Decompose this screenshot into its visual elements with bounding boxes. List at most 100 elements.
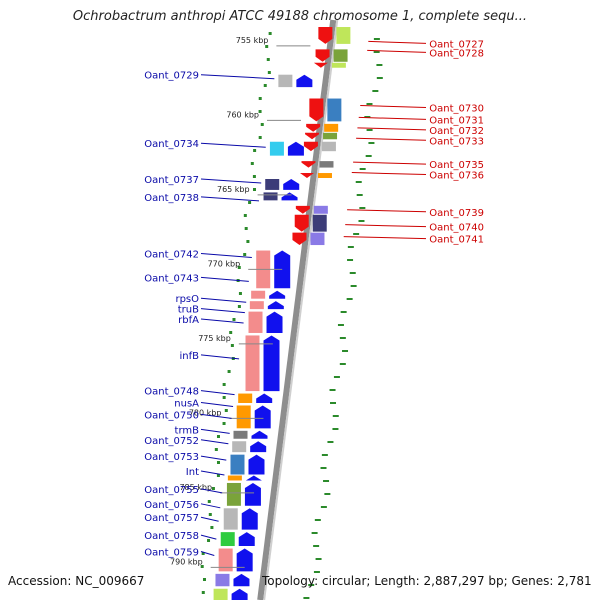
gc-dash bbox=[314, 519, 321, 521]
cds-track-reverse bbox=[231, 74, 313, 600]
scale-tick-label: 775 kbp bbox=[198, 334, 231, 343]
cog-block-forward bbox=[312, 214, 327, 232]
reverse-cds bbox=[231, 588, 248, 600]
gc-dot bbox=[224, 409, 228, 412]
reverse-gene-label: Oant_0734 bbox=[144, 139, 199, 150]
gc-dash bbox=[315, 558, 322, 560]
reverse-gene-label: trmB bbox=[175, 425, 200, 436]
cog-block-reverse bbox=[238, 393, 253, 403]
scale-tick-label: 785 kbp bbox=[179, 483, 212, 492]
gc-dash bbox=[333, 376, 340, 378]
reverse-gene-label: Oant_0729 bbox=[144, 71, 199, 82]
forward-gene-leader bbox=[343, 236, 427, 240]
cog-block-forward bbox=[336, 27, 351, 44]
gc-dot bbox=[237, 305, 241, 308]
reverse-gene-label: rpsO bbox=[175, 294, 199, 305]
gc-dash bbox=[313, 545, 320, 547]
reverse-gene-leader bbox=[200, 142, 266, 148]
reverse-gene-label: Oant_0742 bbox=[144, 250, 199, 261]
cog-block-reverse bbox=[245, 335, 260, 392]
gc-dot bbox=[216, 461, 220, 464]
reverse-gene-leader bbox=[200, 488, 223, 494]
reverse-gene-leader bbox=[200, 516, 219, 522]
map-title: Ochrobactrum anthropi ATCC 49188 chromos… bbox=[72, 9, 528, 24]
cog-block-reverse bbox=[220, 532, 235, 547]
reverse-gene-label: truB bbox=[178, 305, 199, 316]
gc-dash bbox=[308, 584, 315, 586]
gc-dash bbox=[365, 155, 372, 157]
forward-gene-label: Oant_0732 bbox=[429, 126, 484, 137]
gc-dash bbox=[339, 337, 346, 339]
gc-dash bbox=[356, 194, 363, 196]
cog-block-reverse bbox=[278, 74, 293, 88]
forward-gene-label: Oant_0736 bbox=[429, 171, 484, 182]
gc-dot bbox=[207, 500, 211, 503]
reverse-cds bbox=[283, 179, 300, 190]
forward-gene-leader bbox=[351, 172, 427, 176]
reverse-cds bbox=[241, 508, 258, 530]
cog-block-forward bbox=[313, 205, 328, 214]
reverse-gene-leader bbox=[200, 297, 247, 303]
gc-dash bbox=[349, 272, 356, 274]
forward-cds bbox=[313, 62, 328, 68]
reverse-gene-label: Oant_0737 bbox=[144, 175, 199, 186]
forward-gene-leader bbox=[356, 137, 427, 141]
reverse-gene-label: Oant_0755 bbox=[144, 485, 199, 496]
gc-dot bbox=[238, 292, 242, 295]
gc-dot bbox=[263, 84, 267, 87]
reverse-gene-label: Oant_0756 bbox=[144, 500, 199, 511]
gc-dot bbox=[250, 162, 254, 165]
forward-gene-leader bbox=[347, 209, 427, 213]
cog-block-reverse bbox=[226, 482, 241, 506]
reverse-gene-label: Oant_0748 bbox=[144, 387, 199, 398]
gc-dash bbox=[366, 129, 373, 131]
forward-cds bbox=[292, 232, 307, 246]
gc-dash bbox=[303, 597, 310, 599]
forward-cds bbox=[295, 205, 310, 214]
gc-dot bbox=[200, 565, 204, 568]
reverse-cds bbox=[269, 290, 286, 299]
forward-gene-label: Oant_0739 bbox=[429, 208, 484, 219]
scale-tick-label: 755 kbp bbox=[236, 36, 269, 45]
gc-dot bbox=[227, 370, 231, 373]
scale-tick-label: 780 kbp bbox=[189, 408, 222, 417]
gc-dash bbox=[313, 571, 320, 573]
reverse-gene-leader bbox=[200, 551, 215, 556]
cds-track-forward bbox=[292, 27, 333, 246]
reverse-gene-label: Int bbox=[186, 467, 199, 478]
reverse-gene-label: Oant_0752 bbox=[144, 436, 199, 447]
gc-dash bbox=[373, 38, 380, 40]
forward-cds bbox=[309, 98, 324, 122]
reverse-gene-leader bbox=[200, 308, 245, 314]
cog-block-forward bbox=[317, 173, 332, 178]
gc-dot bbox=[229, 331, 233, 334]
gc-dot bbox=[268, 32, 272, 35]
cog-block-reverse bbox=[269, 141, 284, 156]
forward-gene-leader bbox=[358, 116, 427, 120]
gc-dash bbox=[311, 532, 318, 534]
cog-block-reverse bbox=[227, 475, 242, 481]
forward-gene-leader bbox=[368, 40, 427, 44]
reverse-cds bbox=[244, 482, 261, 506]
gc-dash bbox=[347, 246, 354, 248]
cog-block-reverse bbox=[263, 192, 278, 201]
reverse-cds bbox=[256, 393, 273, 403]
gc-dot bbox=[258, 97, 262, 100]
cog-block-forward bbox=[319, 161, 334, 168]
reverse-gene-leader bbox=[200, 318, 244, 324]
gc-dash bbox=[376, 64, 383, 66]
gc-dash bbox=[340, 311, 347, 313]
gc-dot bbox=[222, 383, 226, 386]
cog-block-forward bbox=[321, 141, 336, 152]
reverse-cds bbox=[281, 192, 298, 201]
forward-gene-leader bbox=[367, 49, 427, 53]
reverse-cds bbox=[233, 573, 250, 587]
forward-gene-leader bbox=[360, 104, 427, 108]
backbone-track bbox=[257, 19, 339, 600]
gc-dot bbox=[243, 214, 247, 217]
gc-dash bbox=[324, 493, 331, 495]
reverse-gene-leader bbox=[200, 253, 252, 258]
reverse-gene-leader bbox=[200, 402, 234, 407]
forward-cds bbox=[303, 141, 318, 152]
